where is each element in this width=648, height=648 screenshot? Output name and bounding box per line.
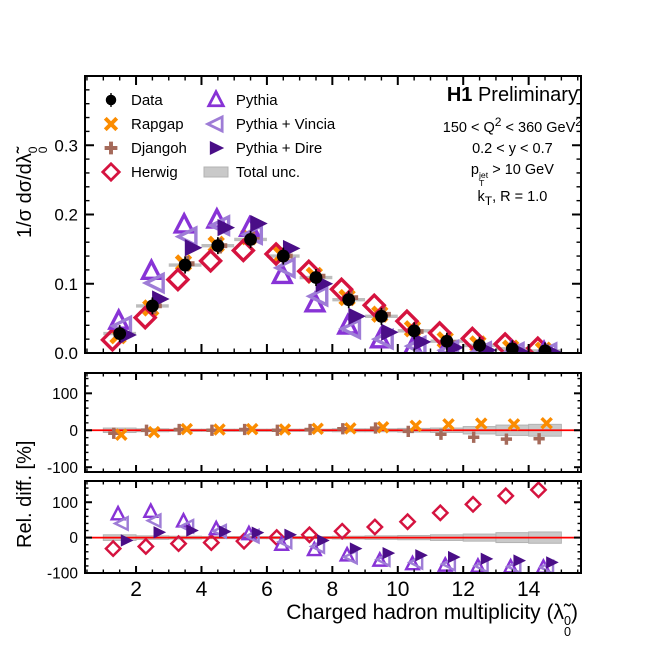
legend-item-rapgap: Rapgap: [98, 112, 187, 136]
svg-text:12: 12: [452, 578, 475, 601]
svg-text:100: 100: [52, 495, 78, 512]
legend-label: Rapgap: [131, 115, 184, 133]
x-axis-label: Charged hadron multiplicity (λ̃ 0 0): [286, 601, 578, 639]
legend-label: Djangoh: [131, 139, 187, 157]
data-marker-icon: [105, 93, 117, 107]
svg-text:10: 10: [386, 578, 409, 601]
svg-text:0.0: 0.0: [54, 344, 78, 363]
y-axis-label-ratio: Rel. diff. [%]: [14, 440, 36, 548]
svg-text:0: 0: [69, 530, 78, 547]
y-axis-label-main: 1/σ dσ/dλ̃ 0 0: [14, 146, 51, 238]
dire-marker-icon: [209, 140, 225, 156]
svg-text:-100: -100: [47, 566, 78, 583]
svg-text:-100: -100: [47, 460, 78, 477]
legend-item-pythia: Pythia: [203, 88, 335, 112]
legend-item-djangoh: Djangoh: [98, 136, 187, 160]
svg-text:0.2: 0.2: [54, 206, 78, 225]
svg-text:4: 4: [196, 578, 208, 601]
svg-text:0.1: 0.1: [54, 275, 78, 294]
svg-text:8: 8: [327, 578, 339, 601]
info-block: H1 Preliminary 150 < Q2 < 360 GeV2 0.2 <…: [443, 84, 582, 210]
legend-item-total-unc: Total unc.: [203, 160, 335, 184]
legend-item-pythia-vincia: Pythia + Vincia: [203, 112, 335, 136]
svg-text:100: 100: [52, 386, 78, 403]
svg-text:6: 6: [261, 578, 273, 601]
uncertainty-band-icon: [203, 166, 229, 178]
svg-text:14: 14: [517, 578, 541, 601]
legend-column-1: Data Rapgap Djangoh Herwig: [98, 88, 187, 184]
legend-label: Pythia + Vincia: [235, 115, 336, 133]
svg-text:2: 2: [130, 578, 142, 601]
pythia-marker-icon: [206, 89, 226, 108]
legend-item-data: Data: [98, 88, 187, 112]
experiment-title: H1 Preliminary: [446, 84, 578, 106]
herwig-marker-icon: [100, 161, 122, 183]
legend: Data Rapgap Djangoh Herwig Pythia Pythia…: [98, 88, 335, 184]
q2-range: 150 < Q2 < 360 GeV2: [442, 115, 582, 136]
legend-item-herwig: Herwig: [98, 160, 187, 184]
legend-label: Pythia: [235, 91, 278, 109]
svg-text:0: 0: [69, 423, 78, 440]
pt-cut: p jet T > 10 GeV: [470, 161, 554, 188]
djangoh-marker-icon: [104, 141, 118, 155]
y-range: 0.2 < y < 0.7: [472, 140, 553, 157]
kinematic-cuts: 150 < Q2 < 360 GeV2 0.2 < y < 0.7 p jet T …: [443, 114, 582, 210]
svg-text:0.3: 0.3: [54, 136, 78, 155]
legend-label: Total unc.: [235, 163, 301, 181]
legend-column-2: Pythia Pythia + Vincia Pythia + Dire Tot…: [203, 88, 335, 184]
legend-label: Pythia + Dire: [235, 139, 323, 157]
legend-label: Herwig: [131, 163, 178, 181]
legend-label: Data: [131, 91, 163, 109]
vincia-marker-icon: [204, 114, 224, 134]
legend-item-pythia-dire: Pythia + Dire: [203, 136, 335, 160]
rapgap-marker-icon: [103, 116, 119, 132]
jet-algorithm: kT, R = 1.0: [477, 188, 548, 208]
